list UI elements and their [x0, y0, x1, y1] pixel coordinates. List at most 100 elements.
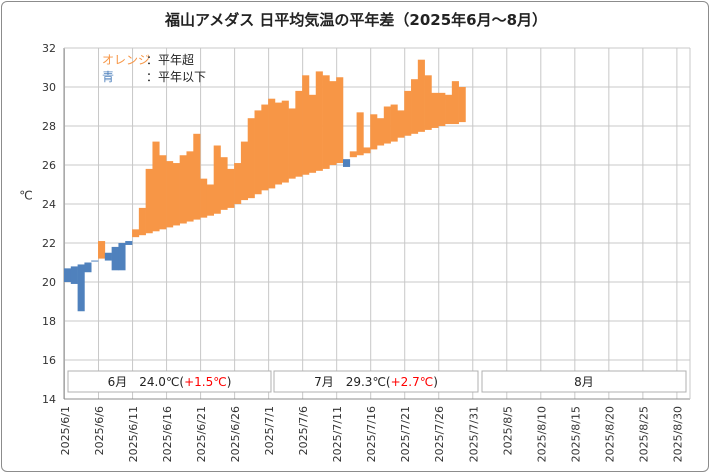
anomaly-bar — [179, 155, 187, 224]
paren-open: ( — [179, 375, 184, 389]
anomaly-bar — [390, 104, 398, 142]
anomaly-bar — [132, 229, 140, 238]
anomaly-bar — [152, 141, 160, 232]
x-tick-label: 2025/6/11 — [127, 406, 140, 462]
anomaly-bar — [247, 118, 255, 199]
anomaly-bar — [220, 157, 228, 210]
anomaly-bar — [356, 112, 364, 156]
anomaly-bar — [118, 243, 126, 271]
month-summary-text: 7月 29.3℃(+2.7℃) — [314, 375, 438, 389]
x-tick-label: 2025/8/25 — [637, 406, 650, 462]
y-tick-label: 16 — [42, 354, 56, 367]
x-tick-label: 2025/7/1 — [263, 406, 276, 455]
anomaly-bar — [240, 141, 249, 201]
anomaly-bar — [322, 75, 330, 169]
x-tick-label: 2025/6/1 — [59, 406, 72, 455]
anomaly-bar — [302, 75, 310, 175]
month-summary-text: 6月 24.0℃(+1.5℃) — [108, 375, 232, 389]
anomaly-bar — [288, 108, 296, 179]
anomaly-bar — [206, 184, 214, 216]
x-tick-label: 2025/8/15 — [569, 406, 582, 462]
anomaly-bar — [200, 178, 208, 218]
x-tick-label: 2025/7/26 — [433, 406, 446, 462]
anomaly-bar — [111, 246, 119, 271]
anomaly-bar — [104, 252, 112, 261]
anomaly-bar — [397, 110, 405, 138]
x-tick-label: 2025/7/11 — [331, 406, 344, 462]
y-tick-label: 20 — [42, 276, 56, 289]
y-tick-label: 30 — [42, 81, 56, 94]
month-summary-box — [273, 370, 479, 393]
x-tick-label: 2025/8/10 — [535, 406, 548, 462]
anomaly-bar — [64, 268, 72, 282]
x-tick-label: 2025/6/16 — [161, 406, 174, 462]
anomaly-bar — [295, 90, 303, 177]
x-tick-label: 2025/6/26 — [229, 406, 242, 462]
month-average: 29.3℃ — [334, 375, 386, 389]
anomaly-bar — [159, 155, 167, 230]
anomaly-bar — [84, 262, 92, 273]
anomaly-bar — [417, 59, 425, 132]
anomaly-bar — [70, 266, 78, 284]
anomaly-bar — [424, 75, 432, 130]
month-summary-text: 8月 — [574, 375, 594, 389]
anomaly-bar — [234, 163, 242, 204]
anomaly-bar — [438, 92, 446, 126]
x-tick-label: 2025/7/6 — [297, 406, 310, 455]
anomaly-bar — [336, 77, 344, 164]
anomaly-bar — [349, 151, 357, 158]
anomaly-bar — [172, 163, 180, 226]
anomaly-bar — [431, 92, 439, 128]
anomaly-bar — [363, 147, 371, 154]
x-tick-label: 2025/8/20 — [603, 406, 616, 462]
y-tick-label: 14 — [42, 393, 56, 406]
y-tick-label: 18 — [42, 315, 56, 328]
anomaly-bar — [186, 151, 194, 222]
y-tick-label: 24 — [42, 198, 56, 211]
month-average: 24.0℃ — [127, 375, 179, 389]
anomaly-bar — [281, 100, 289, 183]
anomaly-bar — [404, 90, 412, 136]
legend-desc-above: ：平年超 — [146, 52, 194, 67]
anomaly-bar — [411, 79, 419, 134]
y-tick-label: 28 — [42, 120, 56, 133]
legend-label-above: オレンジ — [102, 53, 150, 67]
anomaly-bar — [77, 264, 85, 312]
anomaly-bar — [166, 161, 174, 228]
y-tick-label: 32 — [42, 42, 56, 55]
month-anomaly: +1.5℃ — [184, 375, 227, 389]
anomaly-bar — [145, 168, 153, 234]
anomaly-bar — [193, 133, 201, 220]
month-label: 6月 — [108, 375, 128, 389]
anomaly-bar — [98, 241, 106, 259]
y-tick-label: 22 — [42, 237, 56, 250]
month-label: 7月 — [314, 375, 334, 389]
anomaly-bar — [445, 94, 453, 125]
paren-close: ) — [227, 375, 232, 389]
paren-close: ) — [433, 375, 438, 389]
anomaly-bar — [261, 104, 269, 191]
x-tick-label: 2025/7/31 — [467, 406, 480, 462]
anomaly-bar — [227, 168, 235, 208]
x-tick-label: 2025/7/16 — [365, 406, 378, 462]
anomaly-bar — [342, 159, 351, 167]
y-axis-label: ℃ — [19, 188, 32, 202]
anomaly-bar — [451, 81, 459, 125]
anomaly-bar — [254, 110, 262, 195]
anomaly-bar — [377, 118, 385, 146]
anomaly-bar — [268, 98, 276, 189]
month-anomaly: +2.7℃ — [391, 375, 434, 389]
x-tick-label: 2025/8/5 — [501, 406, 514, 455]
x-tick-label: 2025/7/21 — [399, 406, 412, 462]
x-tick-label: 2025/8/30 — [671, 406, 684, 462]
anomaly-bar — [458, 87, 466, 123]
paren-open: ( — [386, 375, 391, 389]
y-tick-label: 26 — [42, 159, 56, 172]
month-summary-box — [67, 370, 272, 393]
anomaly-bar — [213, 145, 221, 214]
anomaly-bar — [315, 71, 323, 171]
anomaly-bar — [125, 241, 133, 245]
x-tick-label: 2025/6/21 — [195, 406, 208, 462]
